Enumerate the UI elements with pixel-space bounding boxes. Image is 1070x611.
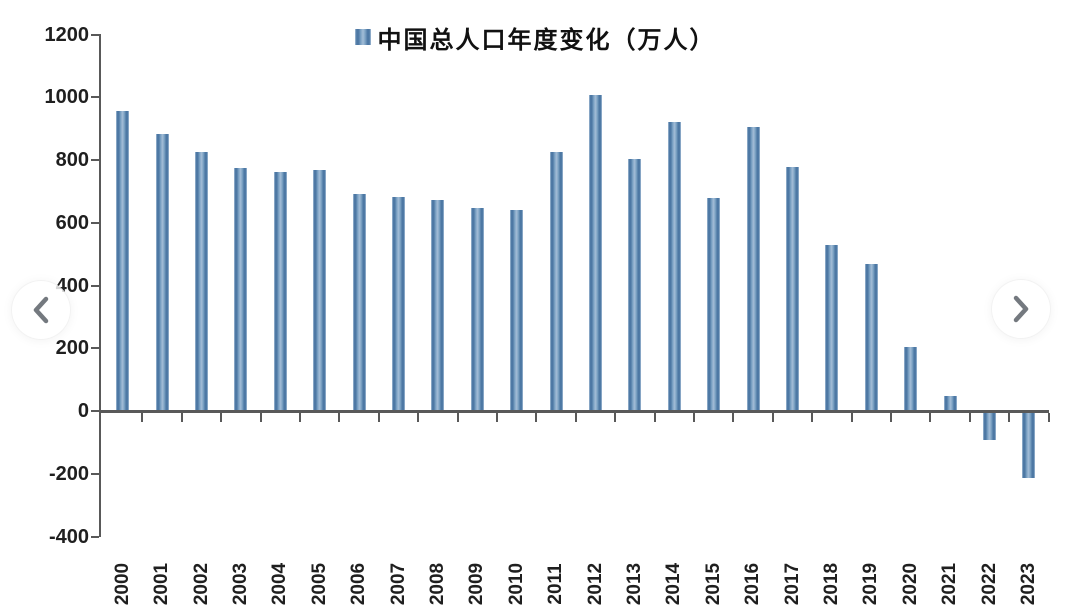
y-axis-tick-label: 600 — [55, 211, 89, 234]
bar-2010 — [510, 209, 524, 411]
bar-2004 — [273, 172, 287, 411]
bar-2021 — [943, 395, 957, 411]
x-axis-tick — [1047, 413, 1050, 422]
bar-2019 — [864, 264, 878, 411]
bar-2014 — [667, 122, 681, 411]
x-axis-tick — [850, 413, 853, 422]
y-axis-tick — [91, 535, 99, 538]
carousel-next-button[interactable] — [991, 279, 1051, 339]
y-axis-tick-label: 1000 — [44, 86, 90, 109]
bar-2007 — [392, 197, 405, 411]
x-axis-label-2020: 2020 — [899, 562, 921, 606]
y-axis-tick-label: 800 — [55, 149, 89, 171]
bar-2006 — [352, 193, 366, 411]
x-axis-label-2019: 2019 — [860, 562, 882, 606]
x-axis-tick — [653, 413, 656, 422]
y-axis-tick-label: -400 — [48, 525, 89, 548]
y-axis-tick — [91, 33, 99, 36]
bar-2005 — [313, 170, 327, 411]
bar-2003 — [234, 168, 248, 411]
bar-2002 — [195, 151, 208, 411]
chevron-left-icon — [30, 295, 52, 325]
x-axis-label-2007: 2007 — [387, 562, 409, 606]
x-axis-tick — [929, 413, 932, 422]
x-axis-tick — [1008, 413, 1011, 422]
x-axis-label-2012: 2012 — [584, 562, 606, 606]
carousel-prev-button[interactable] — [11, 280, 71, 340]
bar-2013 — [628, 158, 642, 411]
bar-2018 — [825, 244, 839, 411]
x-axis-tick — [732, 413, 735, 422]
y-axis-tick — [91, 472, 99, 475]
y-axis-tick — [91, 347, 99, 350]
x-axis-label-2014: 2014 — [663, 562, 685, 606]
bar-2009 — [470, 208, 484, 411]
x-axis-label-2018: 2018 — [820, 562, 842, 606]
y-axis-tick — [91, 159, 99, 161]
x-axis-label-2009: 2009 — [466, 562, 488, 606]
bar-2000 — [116, 110, 130, 411]
bar-2016 — [746, 126, 760, 411]
x-axis-tick — [574, 413, 577, 422]
x-axis-tick — [614, 413, 617, 422]
x-axis-label-2013: 2013 — [623, 562, 645, 606]
x-axis-label-2001: 2001 — [151, 562, 173, 606]
bar-2008 — [431, 199, 445, 411]
y-axis — [99, 34, 101, 537]
bar-2015 — [707, 197, 721, 411]
legend-label: 中国总人口年度变化（万人） — [377, 27, 716, 54]
x-axis-label-2000: 2000 — [111, 562, 133, 606]
x-axis-label-2021: 2021 — [939, 562, 961, 606]
x-axis-label-2015: 2015 — [702, 562, 724, 606]
x-axis-label-2017: 2017 — [781, 562, 803, 606]
x-axis-label-2011: 2011 — [545, 563, 567, 605]
x-axis-label-2003: 2003 — [229, 562, 251, 606]
x-axis-label-2005: 2005 — [308, 562, 330, 606]
y-axis-tick-label: -200 — [48, 462, 89, 485]
x-axis-tick — [456, 413, 459, 422]
bar-2001 — [155, 133, 169, 411]
y-axis-tick-label: 0 — [77, 400, 89, 422]
x-axis-tick — [535, 413, 538, 422]
chart-legend: 中国总人口年度变化（万人） — [0, 20, 1070, 54]
x-axis-tick — [771, 413, 774, 422]
x-axis-label-2004: 2004 — [269, 562, 291, 606]
x-axis-tick — [811, 413, 814, 422]
bar-2017 — [786, 166, 799, 411]
x-axis-label-2002: 2002 — [190, 562, 212, 606]
y-axis-tick — [91, 221, 99, 224]
y-axis-tick-label: 1200 — [44, 23, 90, 46]
x-axis — [99, 410, 1049, 413]
x-axis-tick — [259, 413, 262, 422]
x-axis-label-2023: 2023 — [1017, 562, 1039, 606]
x-axis-label-2022: 2022 — [978, 562, 1000, 606]
x-axis-tick — [417, 413, 420, 422]
x-axis-tick — [338, 413, 341, 422]
x-axis-tick — [496, 413, 498, 422]
x-axis-label-2008: 2008 — [426, 562, 448, 606]
x-axis-label-2006: 2006 — [348, 562, 370, 606]
x-axis-label-2016: 2016 — [742, 562, 764, 606]
chevron-right-icon — [1010, 294, 1032, 324]
x-axis-tick — [377, 413, 380, 422]
x-axis-tick — [968, 413, 971, 422]
y-axis-tick — [91, 410, 99, 412]
bar-2020 — [904, 346, 918, 411]
bar-2012 — [589, 95, 602, 411]
x-axis-tick — [890, 413, 892, 422]
x-axis-label-2010: 2010 — [505, 562, 527, 606]
y-axis-tick — [91, 96, 99, 99]
x-axis-tick — [220, 413, 223, 422]
bar-2022 — [983, 413, 996, 440]
bar-2023 — [1022, 413, 1036, 479]
legend-swatch-icon — [354, 29, 371, 45]
y-axis-tick — [91, 284, 99, 287]
bar-2011 — [549, 152, 563, 411]
x-axis-tick — [693, 413, 695, 422]
y-axis-tick-label: 200 — [55, 337, 89, 360]
x-axis-tick — [299, 413, 301, 422]
x-axis-tick — [141, 413, 144, 422]
x-axis-tick — [180, 413, 183, 422]
